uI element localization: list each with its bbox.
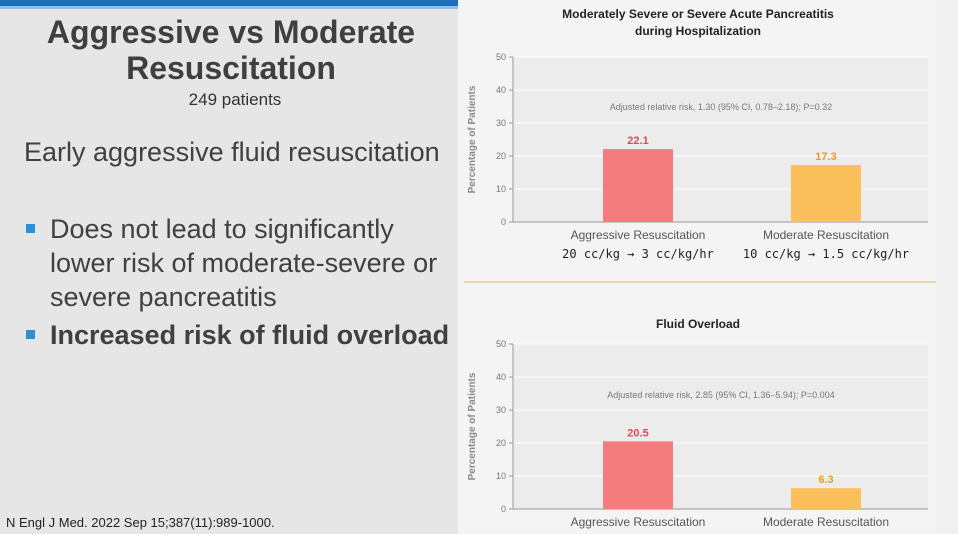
y-tick-label: 0 — [501, 504, 506, 514]
square-bullet-icon — [26, 330, 35, 339]
y-axis-label: Percentage of Patients — [467, 372, 478, 480]
accent-bar — [0, 0, 470, 6]
charts-figure: Moderately Severe or Severe Acute Pancre… — [467, 7, 928, 529]
chart-title: during Hospitalization — [635, 24, 761, 38]
data-label: 17.3 — [815, 151, 836, 163]
bullet-text: Increased risk of fluid overload — [50, 320, 450, 350]
chart-title: Moderately Severe or Severe Acute Pancre… — [562, 7, 834, 21]
bar — [791, 488, 861, 509]
citation: N Engl J Med. 2022 Sep 15;387(11):989-10… — [6, 515, 275, 530]
lead-text: Early aggressive fluid resuscitation — [24, 137, 440, 167]
y-tick-label: 50 — [496, 339, 506, 349]
bar — [791, 164, 861, 222]
plot-area — [513, 344, 928, 509]
plot-area — [513, 57, 928, 222]
slide-subtitle: 249 patients — [188, 90, 282, 109]
data-label: 20.5 — [627, 427, 648, 439]
y-tick-label: 0 — [501, 217, 506, 227]
accent-bar-light — [0, 6, 470, 9]
x-tick-label: Moderate Resuscitation — [763, 228, 889, 242]
y-tick-label: 10 — [496, 184, 506, 194]
x-tick-label: Moderate Resuscitation — [763, 515, 889, 529]
category-subtitle: 20 cc/kg → 3 cc/kg/hr — [562, 247, 714, 261]
data-label: 6.3 — [818, 474, 833, 486]
bullet-item: Increased risk of fluid overload — [24, 318, 454, 352]
chart-divider — [464, 281, 936, 283]
y-tick-label: 20 — [496, 151, 506, 161]
x-tick-label: Aggressive Resuscitation — [571, 515, 706, 529]
slide-title: Aggressive vs Moderate Resuscitation — [46, 14, 416, 86]
bullet-text: Does not lead to significantly lower ris… — [50, 214, 438, 312]
y-tick-label: 40 — [496, 372, 506, 382]
square-bullet-icon — [26, 224, 35, 233]
x-tick-label: Aggressive Resuscitation — [571, 228, 706, 242]
y-axis-label: Percentage of Patients — [467, 85, 478, 193]
bar — [603, 149, 673, 222]
chart-annotation: Adjusted relative risk, 1.30 (95% CI, 0.… — [610, 102, 832, 112]
y-tick-label: 30 — [496, 118, 506, 128]
chart-title: Fluid Overload — [656, 317, 740, 331]
y-tick-label: 40 — [496, 85, 506, 95]
category-subtitle: 10 cc/kg → 1.5 cc/kg/hr — [743, 247, 909, 261]
bar — [603, 441, 673, 509]
y-tick-label: 30 — [496, 405, 506, 415]
y-tick-label: 50 — [496, 52, 506, 62]
data-label: 22.1 — [627, 135, 648, 147]
bullet-list: Does not lead to significantly lower ris… — [24, 212, 454, 356]
y-tick-label: 20 — [496, 438, 506, 448]
y-tick-label: 10 — [496, 471, 506, 481]
chart-annotation: Adjusted relative risk, 2.85 (95% CI, 1.… — [607, 390, 834, 400]
bullet-item: Does not lead to significantly lower ris… — [24, 212, 454, 314]
window-edge — [936, 0, 958, 534]
